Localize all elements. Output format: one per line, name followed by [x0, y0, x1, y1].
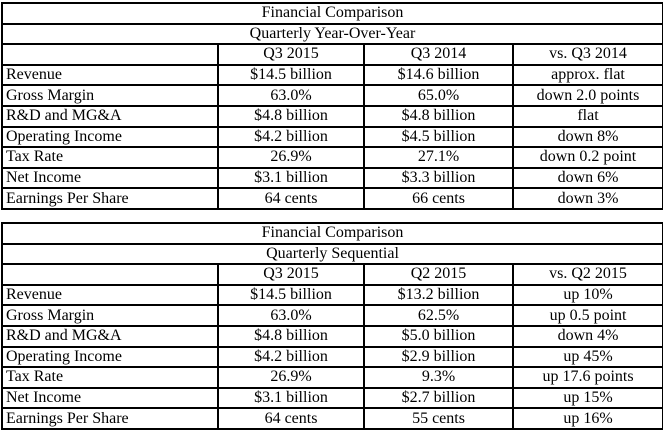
table-row: R&D and MG&A $4.8 billion $5.0 billion down…	[1, 324, 663, 348]
column-header: Q3 2015	[217, 43, 365, 66]
metric-value: 65.0%	[363, 84, 514, 107]
metric-value: down 3%	[511, 187, 663, 210]
table-title: Financial Comparison	[0, 2, 663, 25]
metric-value: down 2.0 points	[511, 84, 663, 107]
metric-value: up 10%	[511, 283, 663, 307]
column-header-empty	[1, 263, 219, 286]
column-header: vs. Q3 2014	[511, 43, 663, 66]
metric-value: $4.8 billion	[363, 104, 514, 128]
metric-label: Operating Income	[1, 345, 219, 369]
metric-value: 27.1%	[363, 146, 514, 169]
column-header: vs. Q2 2015	[511, 263, 663, 286]
metric-value: up 0.5 point	[511, 304, 663, 327]
table-row: Earnings Per Share 64 cents 66 cents down 3…	[1, 187, 663, 210]
metric-value: 26.9%	[217, 366, 365, 389]
metric-value: 26.9%	[217, 146, 365, 169]
metric-value: $13.2 billion	[363, 283, 514, 307]
metric-value: approx. flat	[511, 63, 663, 87]
metric-value: $5.0 billion	[363, 324, 514, 348]
metric-value: 9.3%	[363, 366, 514, 389]
financial-table-year-over-year: Financial Comparison Quarterly Year-Over-…	[0, 2, 663, 210]
metric-label: R&D and MG&A	[1, 324, 219, 348]
table-subtitle-row: Quarterly Year-Over-Year	[0, 22, 663, 46]
metric-label: Gross Margin	[1, 304, 219, 327]
metric-label: Revenue	[1, 63, 219, 87]
metric-label: Tax Rate	[1, 366, 219, 389]
metric-value: $3.3 billion	[363, 166, 514, 190]
table-row: Earnings Per Share 64 cents 55 cents up 16%	[1, 407, 663, 430]
metric-value: 64 cents	[217, 407, 365, 430]
metric-value: down 0.2 point	[511, 146, 663, 169]
metric-label: Gross Margin	[1, 84, 219, 107]
metric-value: $4.5 billion	[363, 125, 514, 149]
table-block-year-over-year: Financial Comparison Quarterly Year-Over-…	[0, 2, 663, 210]
column-header: Q3 2015	[217, 263, 365, 286]
metric-value: $2.7 billion	[363, 386, 514, 410]
metric-value: down 8%	[511, 125, 663, 149]
metric-label: Earnings Per Share	[1, 407, 219, 430]
column-header: Q3 2014	[363, 43, 514, 66]
metric-label: Net Income	[1, 166, 219, 190]
metric-value: up 17.6 points	[511, 366, 663, 389]
metric-value: up 16%	[511, 407, 663, 430]
table-row: Tax Rate 26.9% 9.3% up 17.6 points	[1, 366, 663, 389]
metric-label: R&D and MG&A	[1, 104, 219, 128]
metric-value: up 45%	[511, 345, 663, 369]
table-gap	[1, 210, 662, 222]
metric-value: $14.6 billion	[363, 63, 514, 87]
metric-value: $14.5 billion	[217, 283, 365, 307]
column-header-empty	[1, 43, 219, 66]
metric-value: 63.0%	[217, 84, 365, 107]
table-row: Revenue $14.5 billion $14.6 billion approx.…	[1, 63, 663, 87]
column-header-row: Q3 2015 Q2 2015 vs. Q2 2015	[1, 263, 663, 286]
table-row: Gross Margin 63.0% 62.5% up 0.5 point	[1, 304, 663, 327]
metric-value: $4.8 billion	[217, 324, 365, 348]
metric-label: Earnings Per Share	[1, 187, 219, 210]
metric-label: Tax Rate	[1, 146, 219, 169]
metric-value: down 6%	[511, 166, 663, 190]
financial-table-sequential: Financial Comparison Quarterly Sequential…	[0, 222, 663, 430]
metric-value: $3.1 billion	[217, 166, 365, 190]
table-row: Net Income $3.1 billion $3.3 billion down 6…	[1, 166, 663, 190]
metric-value: 66 cents	[363, 187, 514, 210]
metric-label: Net Income	[1, 386, 219, 410]
table-title-row: Financial Comparison	[0, 222, 663, 245]
metric-value: up 15%	[511, 386, 663, 410]
metric-value: $4.2 billion	[217, 125, 365, 149]
metric-value: 64 cents	[217, 187, 365, 210]
table-row: R&D and MG&A $4.8 billion $4.8 billion flat	[1, 104, 663, 128]
table-row: Revenue $14.5 billion $13.2 billion up 10%	[1, 283, 663, 307]
column-header: Q2 2015	[363, 263, 514, 286]
table-row: Tax Rate 26.9% 27.1% down 0.2 point	[1, 146, 663, 169]
table-subtitle: Quarterly Sequential	[0, 242, 663, 266]
table-row: Net Income $3.1 billion $2.7 billion up 15%	[1, 386, 663, 410]
metric-value: $3.1 billion	[217, 386, 365, 410]
metric-value: $4.8 billion	[217, 104, 365, 128]
table-title: Financial Comparison	[0, 222, 663, 245]
table-title-row: Financial Comparison	[0, 2, 663, 25]
table-subtitle-row: Quarterly Sequential	[0, 242, 663, 266]
metric-value: 55 cents	[363, 407, 514, 430]
metric-label: Revenue	[1, 283, 219, 307]
metric-value: $14.5 billion	[217, 63, 365, 87]
metric-value: flat	[511, 104, 663, 128]
metric-value: 62.5%	[363, 304, 514, 327]
metric-label: Operating Income	[1, 125, 219, 149]
table-row: Gross Margin 63.0% 65.0% down 2.0 points	[1, 84, 663, 107]
column-header-row: Q3 2015 Q3 2014 vs. Q3 2014	[1, 43, 663, 66]
metric-value: $2.9 billion	[363, 345, 514, 369]
metric-value: 63.0%	[217, 304, 365, 327]
table-row: Operating Income $4.2 billion $2.9 billion…	[1, 345, 663, 369]
table-block-sequential: Financial Comparison Quarterly Sequential…	[0, 222, 663, 430]
metric-value: down 4%	[511, 324, 663, 348]
table-subtitle: Quarterly Year-Over-Year	[0, 22, 663, 46]
table-row: Operating Income $4.2 billion $4.5 billion…	[1, 125, 663, 149]
metric-value: $4.2 billion	[217, 345, 365, 369]
